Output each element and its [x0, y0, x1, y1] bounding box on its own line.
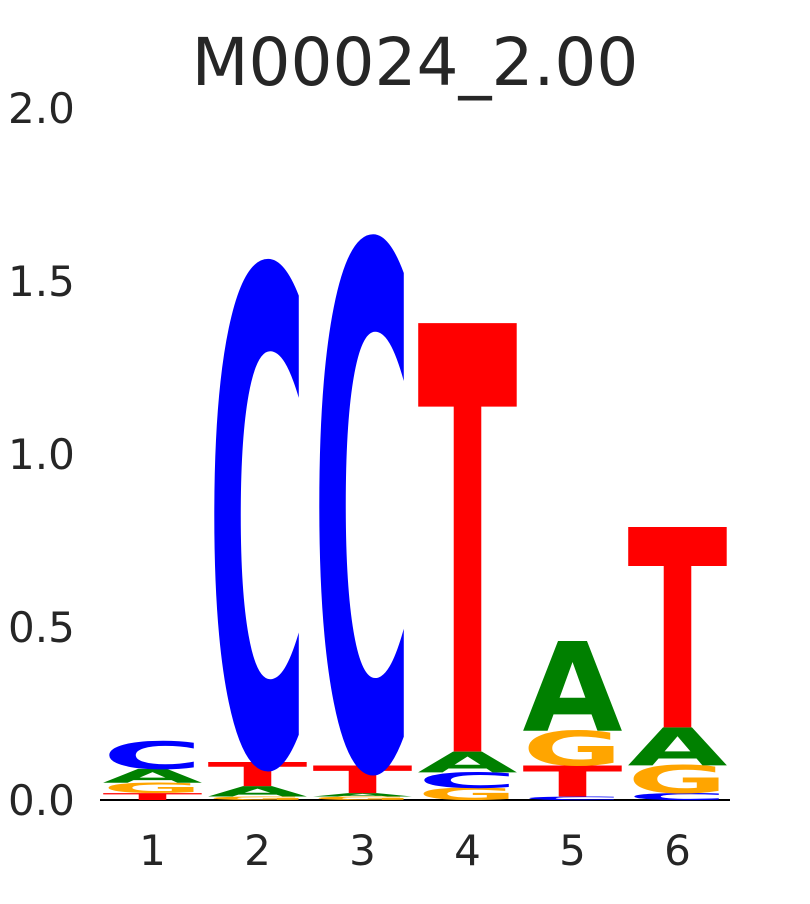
logo-letter: T: [628, 472, 728, 792]
logo-letter: A: [313, 792, 413, 798]
logo-letter: C: [208, 134, 308, 900]
logo-letter: T: [418, 208, 519, 891]
y-tick-label: 2.0: [8, 84, 75, 133]
y-tick-label: 1.5: [8, 257, 75, 306]
x-tick-label: 4: [454, 826, 481, 875]
logo-letter: T: [103, 791, 204, 802]
logo-letter: C: [523, 796, 623, 802]
logo-letter: G: [628, 758, 728, 802]
logo-letter: T: [313, 758, 414, 802]
logo-letter: G: [418, 784, 518, 803]
logo-letter: C: [628, 791, 728, 802]
logo-letter: C: [313, 102, 413, 900]
logo-letter: A: [208, 783, 308, 800]
logo-letter: A: [418, 746, 518, 779]
y-tick-label: 1.0: [8, 430, 75, 479]
logo-letter: G: [313, 796, 413, 802]
x-tick-label: 1: [139, 826, 166, 875]
x-tick-label: 6: [664, 826, 691, 875]
x-tick-label: 3: [349, 826, 376, 875]
logo-letter: G: [208, 796, 308, 802]
chart-title: M00024_2.00: [192, 24, 639, 101]
logo-letter: T: [523, 758, 624, 807]
logo-letter: A: [523, 618, 623, 761]
y-tick-label: 0.5: [8, 603, 75, 652]
y-tick-label: 0.0: [8, 776, 75, 825]
x-tick-label: 5: [559, 826, 586, 875]
logo-letter: T: [208, 755, 308, 794]
logo-letter: A: [628, 717, 728, 778]
logo-letter: G: [103, 780, 203, 797]
logo-letter: C: [418, 768, 518, 793]
logo-letter: C: [103, 734, 203, 778]
logo-letter: G: [523, 722, 623, 777]
logo-letter: A: [103, 765, 204, 787]
x-tick-label: 2: [244, 826, 271, 875]
